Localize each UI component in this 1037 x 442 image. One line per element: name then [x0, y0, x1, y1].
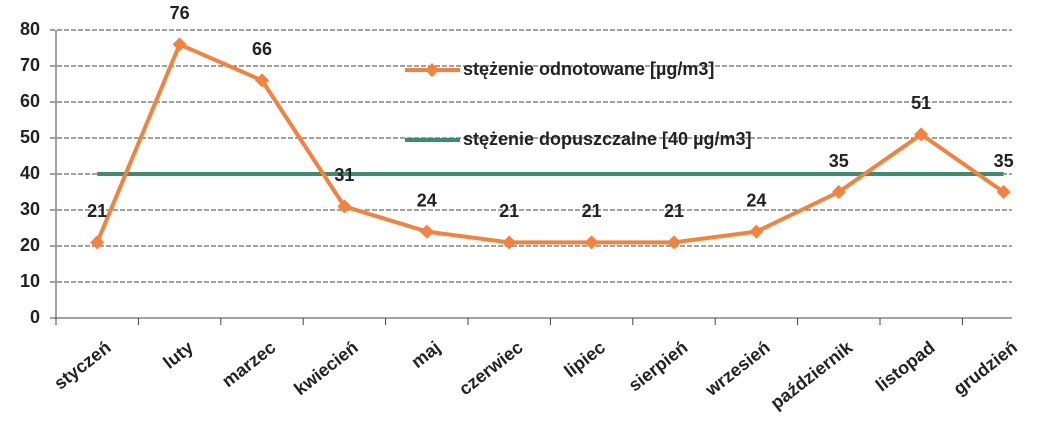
- y-tick-label: 20: [20, 235, 40, 255]
- x-tick-label: marzec: [218, 337, 279, 391]
- x-tick-label: luty: [159, 337, 197, 372]
- data-label: 66: [252, 39, 272, 59]
- data-label: 21: [582, 201, 602, 221]
- data-label: 31: [334, 165, 354, 185]
- point-marker: [419, 224, 434, 239]
- data-label: 24: [746, 190, 766, 210]
- point-marker: [90, 235, 105, 250]
- legend-marker: [425, 63, 439, 77]
- point-marker: [749, 224, 764, 239]
- x-tick-label: styczeń: [50, 337, 114, 393]
- point-marker: [255, 73, 269, 88]
- x-tick-label: wrzesień: [701, 337, 774, 400]
- y-tick-label: 30: [20, 199, 40, 219]
- x-tick-label: maj: [407, 337, 444, 372]
- data-label: 35: [994, 151, 1014, 171]
- data-label: 76: [170, 3, 190, 23]
- x-tick-label: listopad: [872, 337, 939, 395]
- data-label: 21: [499, 201, 519, 221]
- y-tick-label: 10: [20, 271, 40, 291]
- point-marker: [337, 199, 352, 214]
- data-label: 35: [829, 151, 849, 171]
- data-label: 21: [87, 201, 107, 221]
- y-tick-label: 0: [30, 307, 40, 327]
- point-marker: [996, 185, 1011, 199]
- y-tick-label: 50: [20, 127, 40, 147]
- data-label: 24: [417, 190, 437, 210]
- x-tick-label: czerwiec: [455, 337, 526, 399]
- point-marker: [172, 37, 187, 52]
- point-marker: [914, 127, 929, 142]
- y-tick-label: 60: [20, 91, 40, 111]
- point-marker: [502, 235, 517, 250]
- x-tick-label: sierpień: [625, 337, 692, 395]
- x-tick-label: październik: [767, 337, 857, 414]
- data-label: 51: [911, 93, 931, 113]
- x-tick-label: kwiecień: [290, 337, 361, 399]
- y-tick-label: 80: [20, 19, 40, 39]
- point-marker: [667, 235, 681, 250]
- x-tick-label: grudzień: [950, 337, 1021, 399]
- y-tick-label: 40: [20, 163, 40, 183]
- point-marker: [831, 185, 846, 199]
- series-line: [95, 42, 1005, 245]
- legend-label: stężenie odnotowane [µg/m3]: [463, 59, 714, 79]
- x-tick-label: lipiec: [560, 337, 609, 381]
- point-marker: [584, 235, 599, 250]
- y-tick-label: 70: [20, 55, 40, 75]
- data-label: 21: [664, 201, 684, 221]
- legend-label: stężenie dopuszczalne [40 µg/m3]: [463, 129, 751, 149]
